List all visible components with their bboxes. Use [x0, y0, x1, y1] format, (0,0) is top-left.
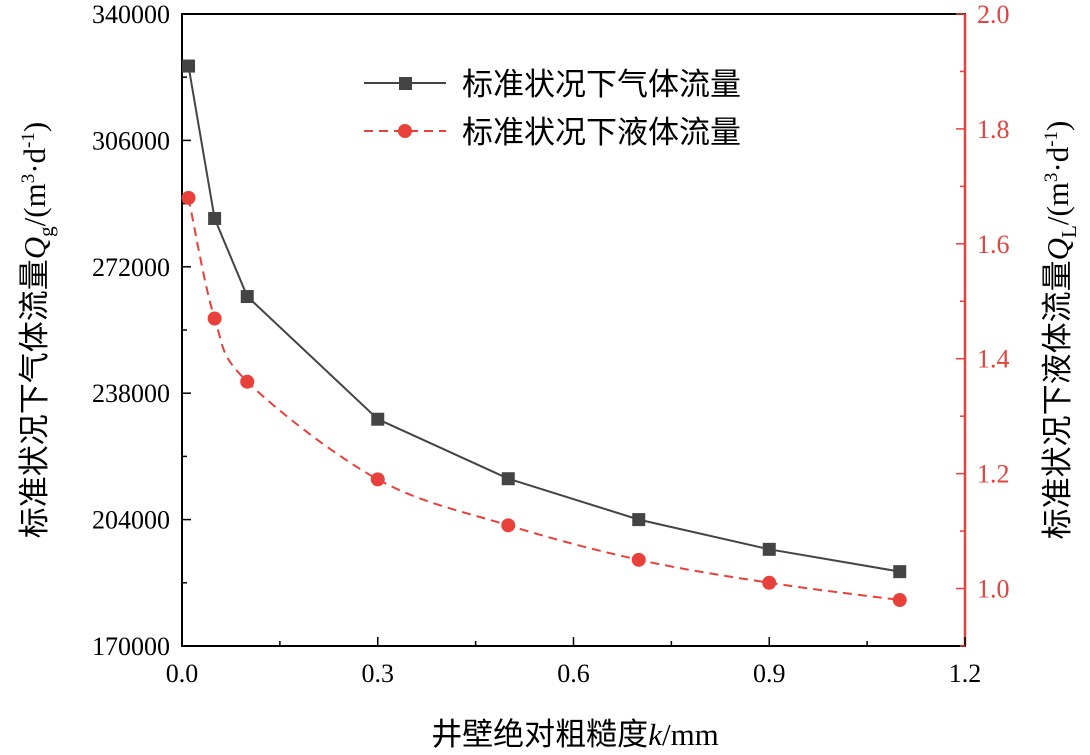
- x-tick-label: 0.9: [753, 659, 786, 688]
- left-tick-label: 238000: [92, 379, 170, 408]
- data-point-gas: [208, 211, 222, 225]
- legend-entry-gas: 标准状况下气体流量: [364, 67, 741, 103]
- right-tick-label: 2.0: [977, 0, 1010, 29]
- legend-label-gas: 标准状况下气体流量: [462, 67, 741, 103]
- left-tick-label: 272000: [92, 253, 170, 282]
- data-point-gas: [371, 412, 385, 426]
- data-point-liquid: [762, 575, 777, 590]
- x-axis-title: 井壁绝对粗糙度k/mm: [431, 717, 719, 753]
- left-axis-title: 标准状况下气体流量Qg/(m3·d-1): [17, 122, 58, 538]
- plot-area: [181, 13, 966, 647]
- tick-marks: [181, 13, 966, 647]
- data-point-liquid: [181, 190, 196, 205]
- data-point-liquid: [240, 374, 255, 389]
- x-tick-label: 0.6: [557, 659, 590, 688]
- left-tick-label: 306000: [92, 126, 170, 155]
- data-point-gas: [182, 59, 196, 73]
- data-point-liquid: [370, 472, 385, 487]
- data-point-gas: [762, 542, 776, 556]
- legend-label-liquid: 标准状况下液体流量: [462, 115, 741, 151]
- right-tick-label: 1.0: [977, 575, 1010, 604]
- data-point-gas: [893, 565, 907, 579]
- right-tick-label: 1.8: [977, 115, 1010, 144]
- data-point-gas: [632, 513, 646, 527]
- series-line-1: [187, 197, 900, 601]
- legend: 标准状况下气体流量 标准状况下液体流量: [364, 67, 741, 151]
- data-point-liquid: [501, 518, 516, 533]
- left-tick-label: 204000: [92, 506, 170, 535]
- right-tick-label: 1.4: [977, 345, 1010, 374]
- series-line-0: [187, 65, 900, 573]
- left-tick-label: 340000: [92, 0, 170, 29]
- left-tick-label: 170000: [92, 632, 170, 661]
- data-point-liquid: [631, 552, 646, 567]
- x-tick-label: 1.2: [949, 659, 982, 688]
- right-axis-title: 标准状况下液体流量QL/(m3·d-1): [1040, 121, 1081, 540]
- data-point-liquid: [207, 311, 222, 326]
- right-tick-label: 1.2: [977, 460, 1010, 489]
- right-tick-label: 1.6: [977, 230, 1010, 259]
- series-layer: [181, 59, 907, 608]
- legend-entry-liquid: 标准状况下液体流量: [364, 115, 741, 151]
- data-point-liquid: [892, 593, 907, 608]
- x-tick-label: 0.0: [166, 659, 199, 688]
- x-tick-label: 0.3: [362, 659, 395, 688]
- data-point-gas: [501, 472, 515, 486]
- data-point-gas: [240, 290, 254, 304]
